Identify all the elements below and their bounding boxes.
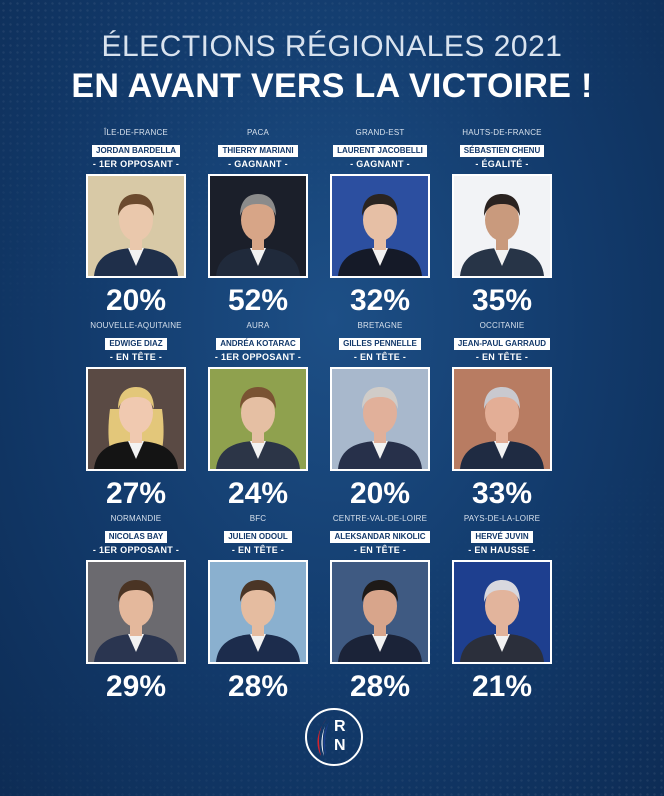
candidate-percent: 27%	[105, 477, 167, 510]
page-title: ÉLECTIONS RÉGIONALES 2021	[101, 30, 563, 63]
candidate-card: BRETAGNE GILLES PENNELLE - EN TÊTE - 20%	[325, 320, 435, 511]
candidate-card: AURA ANDRÉA KOTARAC - 1ER OPPOSANT - 24%	[203, 320, 313, 511]
candidate-name: JULIEN ODOUL	[224, 531, 292, 543]
candidate-card: GRAND-EST LAURENT JACOBELLI - GAGNANT - 32%	[325, 127, 435, 318]
candidate-status: - EN HAUSSE -	[468, 545, 536, 555]
candidate-photo	[330, 560, 430, 664]
candidate-name: SÉBASTIEN CHENU	[459, 145, 545, 157]
logo-ring	[305, 708, 363, 766]
candidate-name: HERVÉ JUVIN	[471, 531, 533, 543]
candidate-percent: 52%	[227, 284, 289, 317]
candidate-photo	[452, 560, 552, 664]
candidate-status: - EN TÊTE -	[231, 545, 285, 555]
candidate-photo	[86, 560, 186, 664]
candidate-photo	[208, 367, 308, 471]
candidate-card: ÎLE-DE-FRANCE JORDAN BARDELLA - 1ER OPPOSA…	[81, 127, 191, 318]
candidate-status: - EN TÊTE -	[109, 352, 163, 362]
logo-letter-r: R	[334, 718, 346, 735]
person-silhouette	[94, 387, 178, 469]
candidate-region: HAUTS-DE-FRANCE	[462, 128, 542, 137]
candidate-name: NICOLAS BAY	[104, 531, 168, 543]
candidate-region: PACA	[247, 128, 269, 137]
candidate-region: BRETAGNE	[357, 321, 403, 330]
candidate-name: THIERRY MARIANI	[218, 145, 298, 157]
person-silhouette	[460, 194, 544, 276]
candidate-region: NOUVELLE-AQUITAINE	[90, 321, 182, 330]
candidate-status: - ÉGALITÉ -	[475, 159, 529, 169]
candidate-percent: 20%	[349, 477, 411, 510]
person-silhouette	[338, 194, 422, 276]
person-silhouette	[94, 580, 178, 662]
candidate-status: - EN TÊTE -	[353, 352, 407, 362]
candidate-status: - GAGNANT -	[228, 159, 288, 169]
candidate-name: JEAN-PAUL GARRAUD	[453, 338, 551, 350]
candidate-name: ALEKSANDAR NIKOLIC	[330, 531, 430, 543]
candidate-status: - 1ER OPPOSANT -	[92, 159, 180, 169]
candidate-name: LAURENT JACOBELLI	[333, 145, 427, 157]
candidate-percent: 33%	[471, 477, 533, 510]
candidate-status: - GAGNANT -	[350, 159, 410, 169]
candidate-percent: 35%	[471, 284, 533, 317]
candidate-photo	[330, 367, 430, 471]
candidate-region: CENTRE-VAL-DE-LOIRE	[332, 514, 428, 523]
candidate-status: - EN TÊTE -	[353, 545, 407, 555]
candidate-card: CENTRE-VAL-DE-LOIRE ALEKSANDAR NIKOLIC - E…	[325, 513, 435, 704]
person-silhouette	[216, 387, 300, 469]
candidate-photo	[452, 367, 552, 471]
rn-logo: R N	[305, 708, 363, 766]
candidate-name: EDWIGE DIAZ	[105, 338, 167, 350]
person-silhouette	[460, 387, 544, 469]
candidate-card: BFC JULIEN ODOUL - EN TÊTE - 28%	[203, 513, 313, 704]
candidate-photo	[330, 174, 430, 278]
page-subtitle: EN AVANT VERS LA VICTOIRE !	[71, 67, 593, 105]
person-silhouette	[460, 580, 544, 662]
candidate-grid: ÎLE-DE-FRANCE JORDAN BARDELLA - 1ER OPPOSA…	[86, 127, 586, 707]
candidate-percent: 28%	[227, 670, 289, 703]
candidate-region: OCCITANIE	[479, 321, 525, 330]
person-silhouette	[338, 387, 422, 469]
candidate-card: NOUVELLE-AQUITAINE EDWIGE DIAZ - EN TÊTE -…	[81, 320, 191, 511]
candidate-region: BFC	[249, 514, 267, 523]
candidate-card: HAUTS-DE-FRANCE SÉBASTIEN CHENU - ÉGALITÉ …	[447, 127, 557, 318]
candidate-status: - EN TÊTE -	[475, 352, 529, 362]
candidate-region: AURA	[246, 321, 270, 330]
person-silhouette	[216, 194, 300, 276]
candidate-photo	[452, 174, 552, 278]
logo-letter-n: N	[334, 737, 346, 754]
person-silhouette	[338, 580, 422, 662]
candidate-percent: 32%	[349, 284, 411, 317]
candidate-region: PAYS-DE-LA-LOIRE	[463, 514, 541, 523]
candidate-card: PACA THIERRY MARIANI - GAGNANT - 52%	[203, 127, 313, 318]
person-silhouette	[216, 580, 300, 662]
candidate-percent: 24%	[227, 477, 289, 510]
candidate-region: GRAND-EST	[355, 128, 405, 137]
flame-icon	[317, 718, 329, 756]
candidate-region: NORMANDIE	[110, 514, 162, 523]
candidate-photo	[86, 174, 186, 278]
candidate-card: PAYS-DE-LA-LOIRE HERVÉ JUVIN - EN HAUSSE -…	[447, 513, 557, 704]
candidate-name: ANDRÉA KOTARAC	[216, 338, 300, 350]
candidate-photo	[86, 367, 186, 471]
candidate-status: - 1ER OPPOSANT -	[92, 545, 180, 555]
candidate-percent: 21%	[471, 670, 533, 703]
candidate-photo	[208, 174, 308, 278]
candidate-card: NORMANDIE NICOLAS BAY - 1ER OPPOSANT - 29%	[81, 513, 191, 704]
candidate-status: - 1ER OPPOSANT -	[214, 352, 302, 362]
candidate-percent: 20%	[105, 284, 167, 317]
candidate-percent: 28%	[349, 670, 411, 703]
candidate-photo	[208, 560, 308, 664]
candidate-name: JORDAN BARDELLA	[92, 145, 180, 157]
candidate-card: OCCITANIE JEAN-PAUL GARRAUD - EN TÊTE - 33%	[447, 320, 557, 511]
person-silhouette	[94, 194, 178, 276]
candidate-name: GILLES PENNELLE	[339, 338, 421, 350]
candidate-percent: 29%	[105, 670, 167, 703]
candidate-region: ÎLE-DE-FRANCE	[104, 128, 168, 137]
